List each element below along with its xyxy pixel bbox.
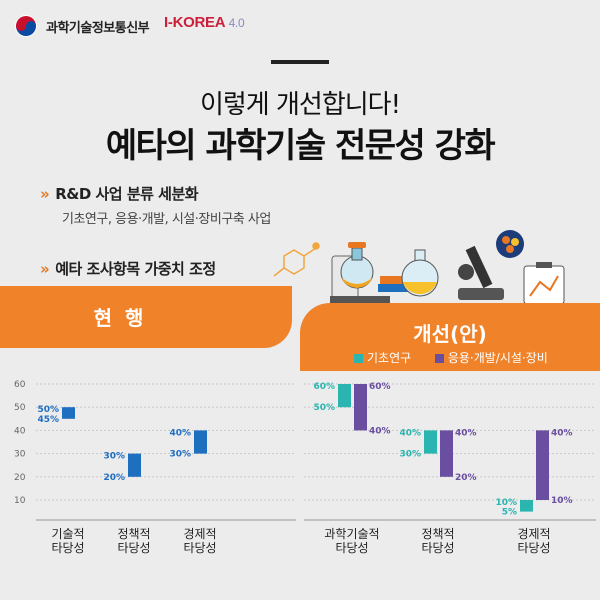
range-bar xyxy=(338,384,351,408)
page-title: 예타의 과학기술 전문성 강화 xyxy=(105,126,496,166)
range-low-label: 10% xyxy=(551,496,573,506)
range-high-label: 30% xyxy=(103,452,125,462)
double-chevron-icon: » xyxy=(40,260,50,278)
range-bar xyxy=(62,407,75,419)
category-label: 타당성 xyxy=(183,541,216,555)
range-bar xyxy=(354,384,367,431)
category-label: 타당성 xyxy=(517,541,550,555)
category-label: 경제적 xyxy=(517,527,550,541)
clipboard-icon xyxy=(523,262,565,305)
range-low-label: 50% xyxy=(313,403,335,413)
improved-section-title: 개선(안) xyxy=(413,322,487,346)
range-bar xyxy=(440,430,453,477)
range-bar xyxy=(520,500,533,512)
legend-swatch xyxy=(354,354,363,363)
i-korea-logo: I-KOREA 4.0 xyxy=(164,14,245,31)
page-subtitle: 이렇게 개선합니다! xyxy=(199,90,401,120)
legend-swatch xyxy=(434,354,444,363)
range-high-label: 60% xyxy=(369,382,391,392)
range-bar xyxy=(194,430,207,454)
molecule-icon xyxy=(273,242,320,277)
category-label: 경제적 xyxy=(183,527,216,541)
category-label: 타당성 xyxy=(51,541,84,555)
ministry-name: 과학기술정보통신부 xyxy=(46,21,150,36)
range-low-label: 20% xyxy=(455,473,477,483)
category-label: 정책적 xyxy=(421,526,454,541)
chart-legend: 기초연구 응용·개발/시설·장비 xyxy=(354,349,548,366)
improved-banner xyxy=(300,303,600,371)
bullet-item: » R&D 사업 분류 세분화 xyxy=(40,185,199,203)
range-high-label: 40% xyxy=(399,428,421,438)
category-label: 타당성 xyxy=(335,541,368,555)
range-high-label: 50% xyxy=(37,405,59,415)
double-chevron-icon: » xyxy=(40,185,50,203)
range-high-label: 40% xyxy=(169,428,191,438)
legend-item: 응용·개발/시설·장비 xyxy=(434,351,548,365)
y-tick-label: 60 xyxy=(14,380,26,390)
range-high-label: 40% xyxy=(551,428,573,438)
y-tick-label: 30 xyxy=(14,450,26,460)
bullet-subtext: 기초연구, 응용·개발, 시설·장비구축 사업 xyxy=(62,212,271,227)
category-label: 정책적 xyxy=(117,526,150,541)
category-label: 기술적 xyxy=(51,527,84,541)
range-low-label: 45% xyxy=(37,415,59,425)
lab-equipment-illustration xyxy=(273,230,565,306)
microscope-icon xyxy=(458,245,504,300)
current-banner xyxy=(0,286,292,348)
y-tick-label: 50 xyxy=(14,403,26,413)
range-bar xyxy=(536,430,549,500)
range-low-label: 40% xyxy=(369,426,391,436)
range-bar xyxy=(128,453,141,477)
title-rule xyxy=(271,60,329,64)
current-weights-chart: 10203040506050%45%기술적타당성30%20%정책적타당성40%3… xyxy=(14,380,296,555)
category-label: 과학기술적 xyxy=(324,527,379,541)
category-label: 타당성 xyxy=(421,541,454,555)
range-low-label: 30% xyxy=(399,450,421,460)
flask-icon xyxy=(330,242,390,306)
range-bar xyxy=(424,430,437,454)
range-low-label: 5% xyxy=(502,508,517,518)
range-high-label: 10% xyxy=(495,498,517,508)
round-flask-icon xyxy=(401,249,439,297)
legend-item: 기초연구 xyxy=(354,351,411,365)
category-label: 타당성 xyxy=(117,541,150,555)
y-tick-label: 20 xyxy=(14,473,26,483)
bullet-item: » 예타 조사항목 가중치 조정 xyxy=(40,260,216,278)
range-high-label: 60% xyxy=(313,382,335,392)
government-emblem-icon xyxy=(15,15,37,37)
atom-icon xyxy=(496,230,524,258)
improved-weights-chart: 60%50%40%30%10%5%60%40% 40%20%40%10%과학기술적… xyxy=(304,382,596,555)
y-tick-label: 10 xyxy=(14,496,26,506)
y-tick-label: 40 xyxy=(14,426,26,436)
range-low-label: 30% xyxy=(169,450,191,460)
range-low-label: 20% xyxy=(103,473,125,483)
current-section-title: 현 행 xyxy=(93,306,147,330)
books-icon xyxy=(378,276,418,292)
range-high-label: 40% xyxy=(455,428,477,438)
